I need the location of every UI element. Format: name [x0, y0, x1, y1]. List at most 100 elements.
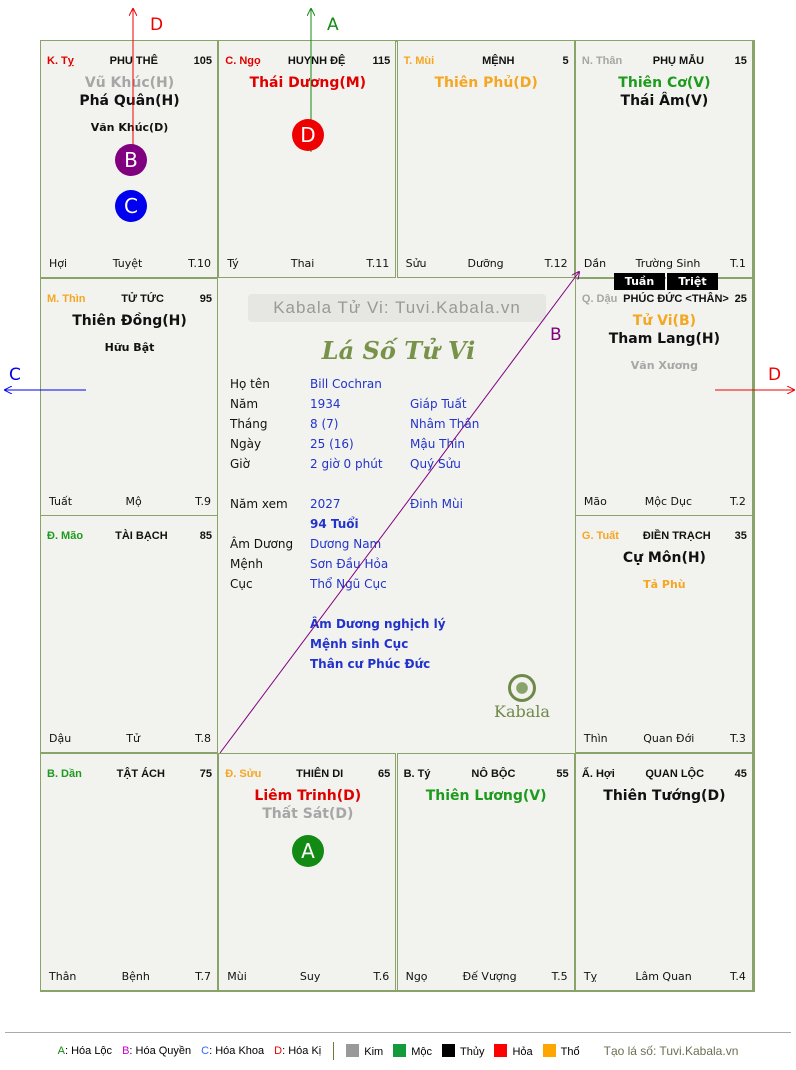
- palace-footer: Mão Mộc Dục T.2: [584, 495, 746, 509]
- palace-age: T.3: [729, 732, 746, 745]
- palace-name: MỆNH: [482, 55, 515, 67]
- major-star: Thái Âm(V): [620, 93, 709, 109]
- minor-star: Văn Khúc(D): [90, 121, 169, 134]
- palace-header: M. Thìn TỬ TỨC 95: [47, 292, 212, 306]
- star-list: Vũ Khúc(H) Phá Quân(H) Văn Khúc(D): [47, 74, 212, 136]
- color-swatch-icon: [346, 1044, 360, 1057]
- info-row: Năm 1934 Giáp Tuất: [230, 397, 570, 415]
- palace-name: ĐIỀN TRẠCH: [642, 530, 711, 542]
- palace-footer: Dần Trường Sinh T.1: [584, 257, 746, 271]
- arrow-c-label: C: [9, 365, 21, 385]
- palace-header: G. Tuất ĐIỀN TRẠCH 35: [582, 529, 747, 543]
- major-star: Liêm Trinh(D): [254, 787, 362, 804]
- palace-can-chi: T. Mùi: [403, 55, 435, 67]
- minor-star: Tả Phù: [643, 578, 686, 591]
- palace-cell[interactable]: N. Thân PHỤ MẪU 15 Thiên Cơ(V) Thái Âm(V) …: [574, 40, 753, 278]
- star-list: Liêm Trinh(D) Thất Sát(D): [225, 787, 390, 823]
- palace-cell[interactable]: B. Tý NÔ BỘC 55 Thiên Lương(V) Ngọ Đế Vượ…: [396, 752, 575, 991]
- major-star: Thiên Phủ(D): [434, 75, 538, 91]
- major-star: Thiên Tướng(D): [603, 787, 726, 804]
- palace-name: PHU THÊ: [109, 55, 158, 67]
- palace-cell[interactable]: Q. Dậu PHÚC ĐỨC <THÂN> 25 Tử Vi(B) Tham La…: [574, 277, 753, 516]
- major-star: Vũ Khúc(H): [84, 75, 175, 91]
- palace-can-chi: Q. Dậu: [581, 292, 618, 305]
- arrow-d-right-label: D: [768, 365, 781, 385]
- palace-cell[interactable]: Đ. Mão TÀI BẠCH 85 Dậu Tử T.8: [40, 515, 218, 753]
- palace-branch: Mùi: [227, 969, 247, 983]
- credit-text: Tạo lá số: Tuvi.Kabala.vn: [603, 1044, 739, 1058]
- palace-stage: Mộc Dục: [644, 494, 693, 508]
- marker-d: D: [292, 119, 324, 151]
- palace-cell[interactable]: C. Ngọ HUYNH ĐỆ 115 Thái Dương(M) Tý Thai…: [218, 40, 397, 278]
- palace-name: HUYNH ĐỆ: [287, 55, 346, 67]
- info-note: Thân cư Phúc Đức: [310, 657, 431, 671]
- palace-cell[interactable]: Đ. Sửu THIÊN DI 65 Liêm Trinh(D) Thất Sát(…: [218, 752, 397, 991]
- palace-cell[interactable]: T. Mùi MỆNH 5 Thiên Phủ(D) Sửu Dưỡng T.12: [396, 40, 575, 278]
- palace-branch: Thân: [49, 969, 77, 983]
- info-label: Cục: [230, 577, 253, 591]
- palace-name: TỬ TỨC: [121, 292, 164, 305]
- palace-header: K. Tỵ PHU THÊ 105: [47, 54, 212, 68]
- palace-stage: Lâm Quan: [635, 969, 692, 983]
- palace-header: C. Ngọ HUYNH ĐỆ 115: [225, 54, 390, 68]
- palace-number: 55: [556, 767, 569, 780]
- palace-stage: Tử: [126, 732, 140, 745]
- palace-header: Đ. Sửu THIÊN DI 65: [225, 767, 390, 781]
- palace-header: Ấ. Hợi QUAN LỘC 45: [582, 767, 747, 781]
- palace-cell[interactable]: M. Thìn TỬ TỨC 95 Thiên Đồng(H) Hữu Bật Tu…: [40, 277, 218, 516]
- major-star: Tử Vi(B): [632, 312, 697, 329]
- info-label: Mệnh: [230, 557, 263, 571]
- palace-can-chi: B. Dần: [47, 767, 82, 780]
- tuan-badge: Tuần: [614, 273, 665, 290]
- marker-c: C: [115, 190, 147, 222]
- info-row: Ngày 25 (16) Mậu Thìn: [230, 437, 570, 455]
- legend-hoa-item: A: Hóa Lộc: [57, 1045, 113, 1057]
- palace-can-chi: N. Thân: [581, 55, 623, 67]
- palace-footer: Tý Thai T.11: [227, 257, 389, 271]
- palace-footer: Dậu Tử T.8: [49, 732, 211, 746]
- palace-cell[interactable]: Ấ. Hợi QUAN LỘC 45 Thiên Tướng(D) Tỵ Lâm …: [574, 752, 753, 991]
- palace-stage: Suy: [299, 969, 321, 983]
- info-label: Họ tên: [230, 377, 270, 391]
- palace-number: 115: [372, 55, 391, 67]
- major-star: Thiên Lương(V): [425, 787, 547, 804]
- palace-footer: Thìn Quan Đới T.3: [584, 732, 746, 746]
- palace-number: 95: [199, 292, 212, 305]
- palace-age: T.2: [729, 494, 746, 508]
- palace-age: T.10: [188, 257, 211, 270]
- info-value: 1934: [310, 397, 341, 411]
- chart-title: Lá Số Tử Vi: [321, 336, 476, 365]
- star-list: Tử Vi(B) Tham Lang(H) Văn Xương: [582, 312, 747, 374]
- palace-branch: Sửu: [405, 257, 427, 270]
- palace-footer: Thân Bệnh T.7: [49, 970, 211, 984]
- palace-footer: Sửu Dưỡng T.12: [406, 257, 568, 271]
- info-value: 8 (7): [310, 417, 339, 431]
- info-row: Mệnh Sơn Đầu Hỏa: [230, 557, 570, 575]
- palace-branch: Mão: [583, 494, 607, 508]
- color-swatch-icon: [393, 1044, 407, 1057]
- palace-number: 35: [734, 530, 747, 542]
- palace-cell[interactable]: K. Tỵ PHU THÊ 105 Vũ Khúc(H) Phá Quân(H) Vă…: [40, 40, 218, 278]
- palace-footer: Tuất Mộ T.9: [49, 495, 211, 509]
- palace-stage: Đế Vượng: [462, 969, 517, 983]
- info-value: Thổ Ngũ Cục: [310, 577, 387, 591]
- palace-footer: Ngọ Đế Vượng T.5: [406, 970, 568, 984]
- star-list: Thiên Tướng(D): [582, 787, 747, 805]
- palace-footer: Mùi Suy T.6: [227, 970, 389, 984]
- palace-name: TÀI BẠCH: [115, 530, 168, 542]
- palace-number: 15: [734, 55, 747, 67]
- info-value: 94 Tuổi: [310, 517, 359, 531]
- palace-can-chi: M. Thìn: [47, 292, 86, 305]
- palace-number: 105: [193, 55, 212, 67]
- marker-a: A: [292, 835, 324, 867]
- info-value: 2 giờ 0 phút: [310, 457, 383, 471]
- palace-cell[interactable]: G. Tuất ĐIỀN TRẠCH 35 Cự Môn(H) Tả Phù Thì…: [574, 515, 753, 753]
- legend-divider: [5, 1032, 791, 1033]
- arrow-a-top-label: A: [327, 15, 339, 35]
- major-star: Thiên Đồng(H): [72, 312, 187, 329]
- palace-stage: Mộ: [125, 494, 142, 508]
- palace-age: T.8: [195, 732, 211, 745]
- palace-age: T.12: [544, 257, 568, 270]
- info-label: Âm Dương: [230, 537, 294, 551]
- palace-cell[interactable]: B. Dần TẬT ÁCH 75 Thân Bệnh T.7: [40, 752, 218, 991]
